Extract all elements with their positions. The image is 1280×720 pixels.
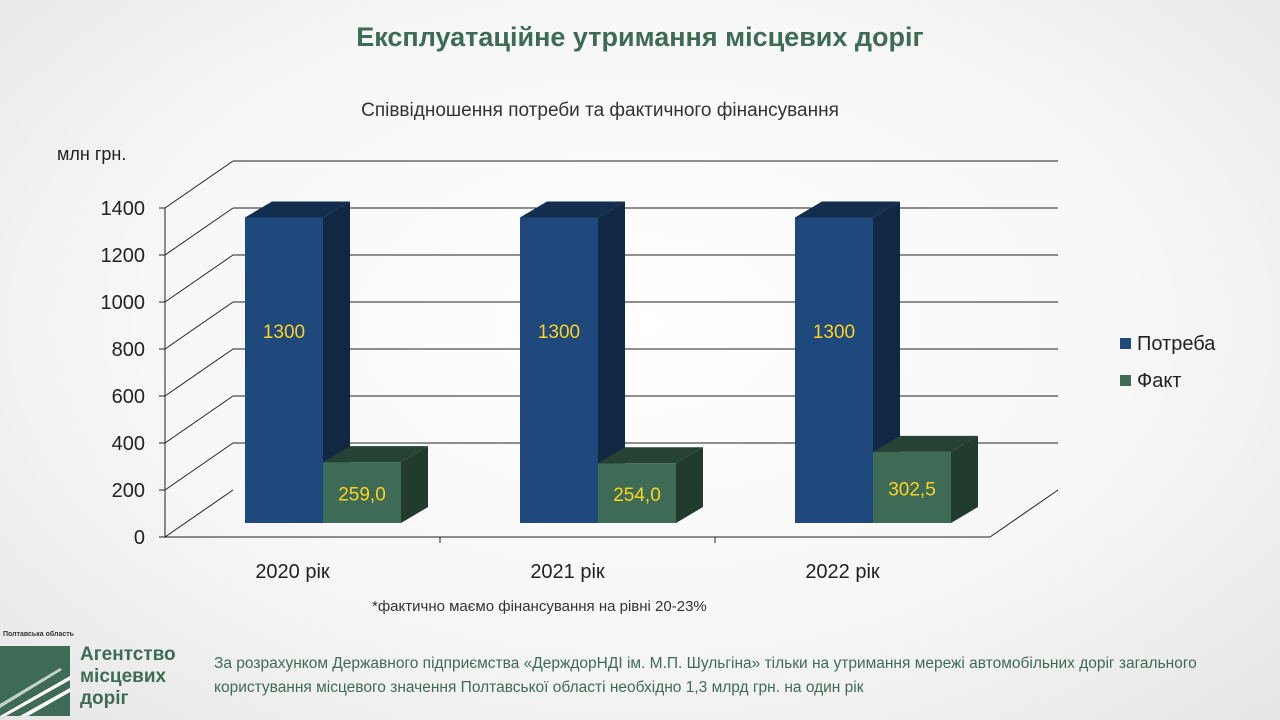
data-label: 1300	[813, 322, 855, 343]
side-gridline	[164, 254, 234, 303]
y-tick-label: 600	[112, 386, 145, 408]
bar-side	[598, 201, 625, 523]
bar-top	[245, 201, 350, 218]
bar-side	[401, 446, 428, 523]
logo-region-label: Полтавська область	[3, 631, 74, 638]
bar-side	[323, 201, 350, 523]
data-label: 1300	[538, 322, 580, 343]
floor-edge	[989, 489, 1059, 538]
footnote: *фактично маємо фінансування на рівні 20…	[372, 598, 707, 615]
bar-top	[795, 201, 900, 218]
chart-subtitle: Співвідношення потреби та фактичного фін…	[361, 100, 839, 121]
bar-top	[520, 201, 625, 218]
bar-fakt	[323, 462, 401, 523]
legend-label: Потреба	[1137, 333, 1216, 355]
y-tick-label: 1000	[101, 292, 146, 314]
bar-side	[951, 435, 978, 523]
legend-label: Факт	[1137, 370, 1181, 392]
bar-potreba	[520, 217, 598, 523]
y-tick-label: 200	[112, 480, 145, 502]
legend-swatch	[1120, 375, 1131, 386]
x-tick-label: 2022 рік	[805, 561, 880, 583]
side-gridline	[164, 160, 234, 209]
page-title: Експлуатаційне утримання місцевих доріг	[356, 22, 924, 52]
y-tick-label: 800	[112, 339, 145, 361]
x-tick-label: 2021 рік	[530, 561, 605, 583]
data-label: 1300	[263, 322, 305, 343]
bar-top	[873, 435, 978, 452]
y-tick-label: 1400	[101, 198, 146, 220]
side-gridline	[164, 489, 234, 538]
bar-potreba	[795, 217, 873, 523]
bar-side	[676, 447, 703, 523]
side-gridline	[164, 348, 234, 397]
bottom-note: За розрахунком Державного підприємства «…	[214, 655, 1197, 696]
data-label: 254,0	[613, 485, 661, 506]
x-tick-label: 2020 рік	[255, 561, 330, 583]
y-axis-label: млн грн.	[57, 144, 126, 164]
agency-name: Агентство місцевих доріг	[80, 644, 176, 709]
data-label: 302,5	[888, 479, 936, 500]
y-tick-label: 400	[112, 433, 145, 455]
bar-top	[323, 446, 428, 463]
bar-top	[598, 447, 703, 464]
side-gridline	[164, 207, 234, 256]
road-logo-icon	[0, 668, 70, 716]
side-gridline	[164, 395, 234, 444]
side-gridline	[164, 442, 234, 491]
y-tick-label: 1200	[101, 245, 146, 267]
y-tick-label: 0	[134, 527, 145, 549]
agency-logo	[0, 646, 70, 716]
bar-fakt	[598, 463, 676, 523]
bar-fakt	[873, 451, 951, 523]
data-label: 259,0	[338, 485, 386, 506]
side-gridline	[164, 301, 234, 350]
bar-potreba	[245, 217, 323, 523]
legend-swatch	[1120, 338, 1131, 349]
